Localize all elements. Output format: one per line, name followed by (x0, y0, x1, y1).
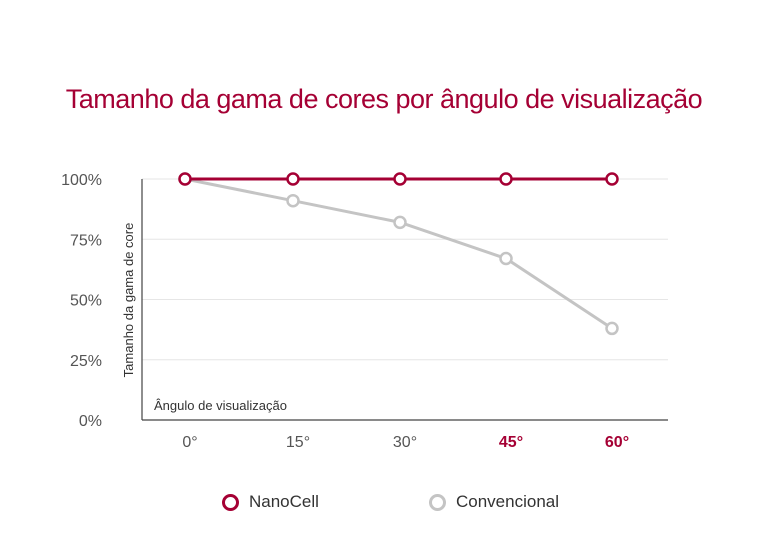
y-tick-label: 25% (70, 353, 102, 370)
y-tick-label: 50% (70, 293, 102, 310)
nanocell-marker-icon (222, 493, 239, 511)
legend-label: NanoCell (249, 492, 319, 511)
data-point-convencional (286, 193, 300, 208)
data-point-convencional (393, 215, 407, 230)
convencional-marker-icon (429, 493, 446, 511)
x-tick-label: 15° (286, 434, 310, 451)
x-tick-label: 45° (499, 434, 523, 451)
x-tick-label: 30° (393, 434, 417, 451)
data-point-nanocell (499, 172, 513, 186)
legend-item-nanocell: NanoCell (222, 492, 319, 512)
x-tick-label: 60° (605, 434, 629, 451)
x-axis-label: Ângulo de visualização (154, 398, 287, 413)
data-point-nanocell (605, 172, 619, 186)
y-axis-label: Tamanho da gama de core (121, 223, 136, 378)
y-tick-label: 75% (70, 232, 102, 249)
legend-item-convencional: Convencional (429, 492, 559, 512)
data-point-nanocell (286, 172, 300, 186)
data-point-convencional (605, 321, 619, 336)
data-point-nanocell (393, 172, 407, 186)
data-point-nanocell (178, 172, 192, 186)
chart-title: Tamanho da gama de cores por ângulo de v… (65, 84, 703, 114)
y-tick-label: 100% (61, 172, 102, 189)
series-line-convencional (184, 177, 613, 330)
y-tick-label: 0% (79, 413, 102, 430)
x-tick-label: 0° (182, 434, 197, 451)
legend-label: Convencional (456, 492, 560, 511)
data-point-convencional (499, 251, 513, 266)
